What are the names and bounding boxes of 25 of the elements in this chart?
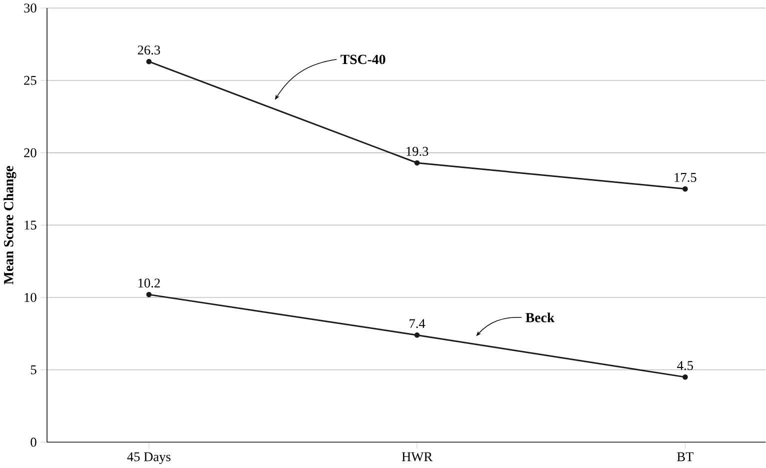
text: Beck [526, 312, 555, 323]
y-tick-label: 10 [24, 293, 36, 302]
x-tick-label: 45 Days [127, 452, 170, 464]
data-label: 4.5 [677, 361, 693, 370]
point [414, 160, 420, 166]
data-label: 17.5 [674, 173, 696, 182]
y-tick-label: 0 [30, 438, 36, 447]
point [682, 186, 688, 192]
data-label: 26.3 [138, 46, 160, 55]
data-label: 19.3 [406, 147, 428, 156]
point [146, 59, 152, 64]
y-tick-label: 5 [30, 366, 36, 374]
y-tick-label: 15 [24, 220, 36, 230]
y-tick-label: 25 [24, 76, 36, 86]
point [414, 332, 420, 338]
x-tick-label: HWR [402, 452, 433, 462]
y-tick-label: 30 [24, 4, 36, 13]
data-label: 10.2 [138, 278, 160, 288]
y-axis-title: Mean Score Change [4, 166, 16, 285]
y-tick-label: 20 [24, 148, 36, 158]
data-label: 7.4 [410, 319, 426, 328]
text: TSC-40 [340, 54, 386, 64]
point [146, 292, 152, 298]
x-tick-label: BT [677, 452, 694, 462]
point [682, 374, 688, 380]
